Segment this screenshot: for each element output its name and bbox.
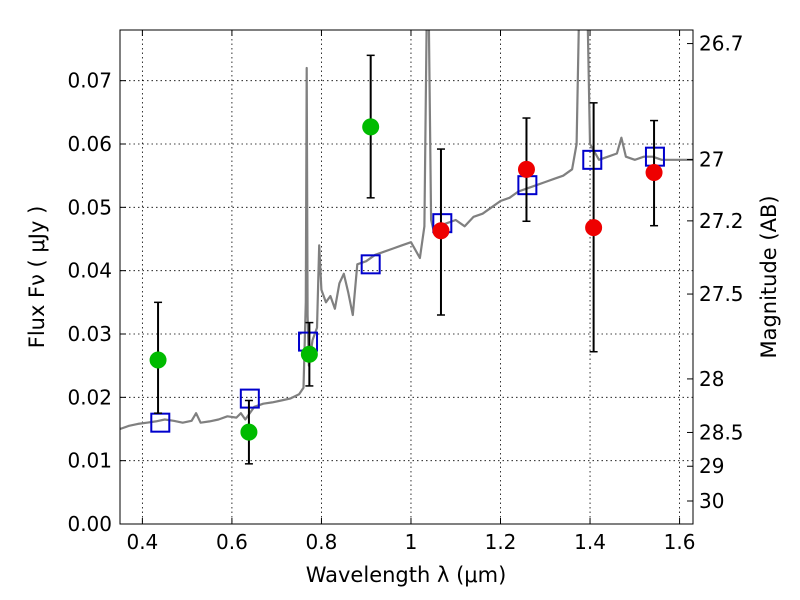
- axes: 0.4 0.6 0.8 1 1.2 1.4 1.6 0.00 0.01 0.02 0.03 0.04 0…: [67, 30, 744, 554]
- y-tick-label: 0.00: [67, 512, 112, 536]
- y-tick-label: 0.05: [67, 195, 112, 219]
- x-tick-label: 0.8: [306, 530, 338, 554]
- right-tick-label: 29: [699, 454, 724, 478]
- observed-point-green: [240, 423, 258, 441]
- x-tick-label: 1.2: [485, 530, 517, 554]
- right-tick-label: 27: [699, 148, 724, 172]
- y-tick-label: 0.01: [67, 449, 112, 473]
- right-axis-label: Magnitude (AB): [757, 195, 781, 358]
- x-tick-label: 0.4: [126, 530, 158, 554]
- plot-area: [120, 30, 693, 465]
- right-tick-label: 26.7: [699, 32, 744, 56]
- observed-point-red: [517, 160, 535, 178]
- y-tick-label: 0.03: [67, 322, 112, 346]
- right-tick-label: 30: [699, 489, 724, 513]
- model-spectrum-line: [120, 30, 693, 431]
- right-tick-label: 28.5: [699, 420, 744, 444]
- y-tick-label: 0.02: [67, 385, 112, 409]
- y-tick-label: 0.06: [67, 132, 112, 156]
- x-tick-label: 1: [405, 530, 418, 554]
- y-tick-label: 0.04: [67, 259, 112, 283]
- y-axis-label: Flux Fν ( μJy ): [25, 206, 49, 349]
- right-tick-label: 27.2: [699, 209, 744, 233]
- model-photometry-square: [582, 149, 603, 170]
- observed-point-green: [300, 345, 318, 363]
- x-tick-label: 1.4: [574, 530, 606, 554]
- right-tick-label: 28: [699, 367, 724, 391]
- observed-point-red: [432, 222, 450, 240]
- x-axis-label: Wavelength λ (μm): [306, 563, 507, 587]
- model-photometry-square: [360, 254, 381, 275]
- plot-frame: [119, 29, 694, 525]
- y-tick-label: 0.07: [67, 69, 112, 93]
- observed-point-red: [585, 219, 603, 237]
- observed-point-red: [645, 164, 663, 181]
- x-tick-label: 0.6: [216, 530, 248, 554]
- x-tick-label: 1.6: [664, 530, 696, 554]
- observed-point-green: [362, 118, 380, 136]
- right-tick-label: 27.5: [699, 282, 744, 306]
- observed-point-green: [149, 351, 167, 369]
